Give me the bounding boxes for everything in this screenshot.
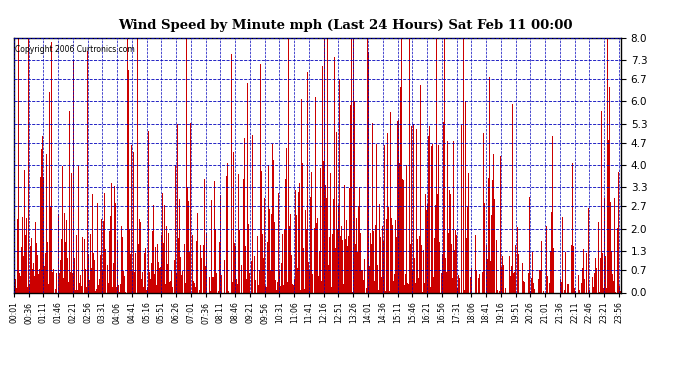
Text: Wind Speed by Minute mph (Last 24 Hours) Sat Feb 11 00:00: Wind Speed by Minute mph (Last 24 Hours)… [118, 19, 572, 32]
Text: Copyright 2006 Curtronics.com: Copyright 2006 Curtronics.com [15, 45, 135, 54]
